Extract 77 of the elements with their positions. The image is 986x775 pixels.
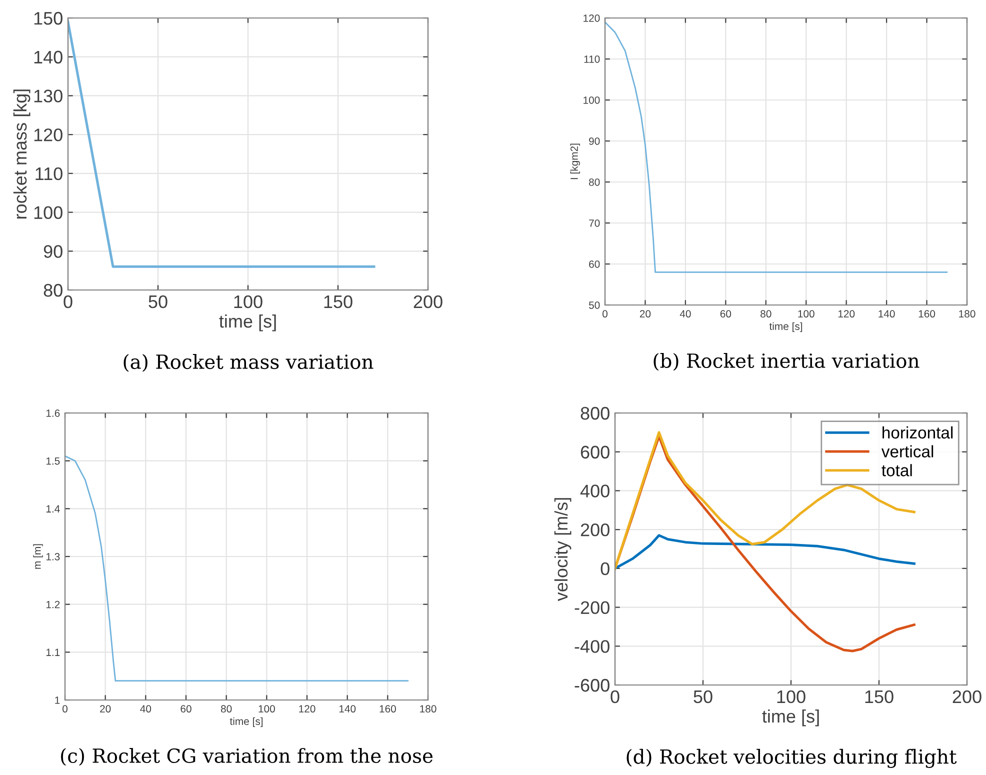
x-tick-label: 120 <box>838 310 855 318</box>
x-tick-label: 0 <box>610 690 620 704</box>
y-tick-label: 120 <box>34 128 62 142</box>
y-tick-label: 130 <box>34 90 62 102</box>
x-tick-label: 150 <box>324 295 352 308</box>
y-tick-label: 1.6 <box>46 410 60 417</box>
y-tick-label: 60 <box>589 260 600 268</box>
y-tick-label: 1.2 <box>46 600 60 608</box>
x-tick-label: 100 <box>234 295 262 308</box>
y-tick-label: 80 <box>44 284 62 297</box>
x-tick-label: 140 <box>339 705 356 713</box>
y-tick-label: 140 <box>34 50 62 64</box>
x-tick-label: 200 <box>414 295 442 308</box>
x-axis-title: time [s] <box>762 709 819 726</box>
line-series <box>605 21 948 273</box>
y-tick-label: -600 <box>574 678 610 692</box>
x-tick-label: 40 <box>140 705 152 713</box>
y-axis-title: rocket mass [kg] <box>13 90 30 219</box>
text: (d) Rocket velocities during flight <box>626 748 957 768</box>
y-tick-label: 800 <box>580 406 610 420</box>
y-tick-label: 1.3 <box>46 553 60 560</box>
x-tick-label: 60 <box>720 310 732 318</box>
y-tick-label: 100 <box>34 206 62 220</box>
y-tick-label: 100 <box>584 96 600 104</box>
x-tick-label: 100 <box>777 690 806 704</box>
line-series <box>65 455 409 682</box>
y-tick-label: 110 <box>36 167 62 180</box>
legend-label: horizontal <box>882 426 953 439</box>
x-tick-label: 0 <box>64 295 72 308</box>
line-series <box>615 534 916 570</box>
x-tick-label: 100 <box>798 310 814 318</box>
x-tick-label: 80 <box>760 310 772 318</box>
x-axis-title: time [s] <box>769 322 802 332</box>
y-tick-label: 120 <box>584 14 600 22</box>
x-tick-label: 160 <box>380 705 396 713</box>
y-tick-label: 1.1 <box>46 648 60 656</box>
x-tick-label: 180 <box>420 705 436 713</box>
x-tick-label: 50 <box>148 295 168 308</box>
y-tick-label: 200 <box>580 524 610 536</box>
y-tick-label: 1.5 <box>46 457 60 465</box>
x-axis-title: time [s] <box>219 314 276 332</box>
y-tick-label: 0 <box>600 562 610 576</box>
y-tick-label: 110 <box>584 56 600 63</box>
x-tick-label: 0 <box>62 705 68 713</box>
x-tick-label: 60 <box>180 705 192 713</box>
y-tick-label: 90 <box>589 138 600 145</box>
y-axis-title: m [m] <box>33 544 43 569</box>
text: (a) Rocket mass variation <box>124 354 374 372</box>
x-tick-label: 120 <box>299 705 316 713</box>
x-tick-label: 100 <box>258 705 275 713</box>
legend-label: vertical <box>881 445 934 458</box>
y-tick-label: -400 <box>574 640 610 653</box>
y-tick-label: 1.4 <box>46 505 60 512</box>
y-axis-title: I [kgm2] <box>570 144 580 180</box>
x-tick-label: 180 <box>959 310 976 318</box>
text: (c) Rocket CG variation from the nose <box>61 748 433 766</box>
y-tick-label: 150 <box>34 12 62 25</box>
y-tick-label: 1 <box>55 696 60 704</box>
y-tick-label: 80 <box>589 178 600 186</box>
y-tick-label: -200 <box>574 601 610 614</box>
x-tick-label: 50 <box>694 690 712 704</box>
x-tick-label: 40 <box>680 310 691 318</box>
x-tick-label: 150 <box>865 690 894 704</box>
x-tick-label: 200 <box>952 690 982 704</box>
x-tick-label: 20 <box>640 310 651 318</box>
y-tick-label: 600 <box>580 446 610 459</box>
y-tick-label: 90 <box>44 245 62 258</box>
x-axis-title: time [s] <box>230 717 263 728</box>
x-tick-label: 140 <box>878 310 895 318</box>
x-tick-label: 20 <box>100 705 111 713</box>
y-axis-title: velocity [m/s] <box>554 498 572 602</box>
x-tick-label: 160 <box>918 310 936 318</box>
x-tick-label: 80 <box>220 705 232 713</box>
legend-label: total <box>882 464 912 476</box>
y-tick-label: 70 <box>589 220 600 227</box>
y-tick-label: 400 <box>580 484 610 498</box>
text: (b) Rocket inertia variation <box>654 352 920 371</box>
